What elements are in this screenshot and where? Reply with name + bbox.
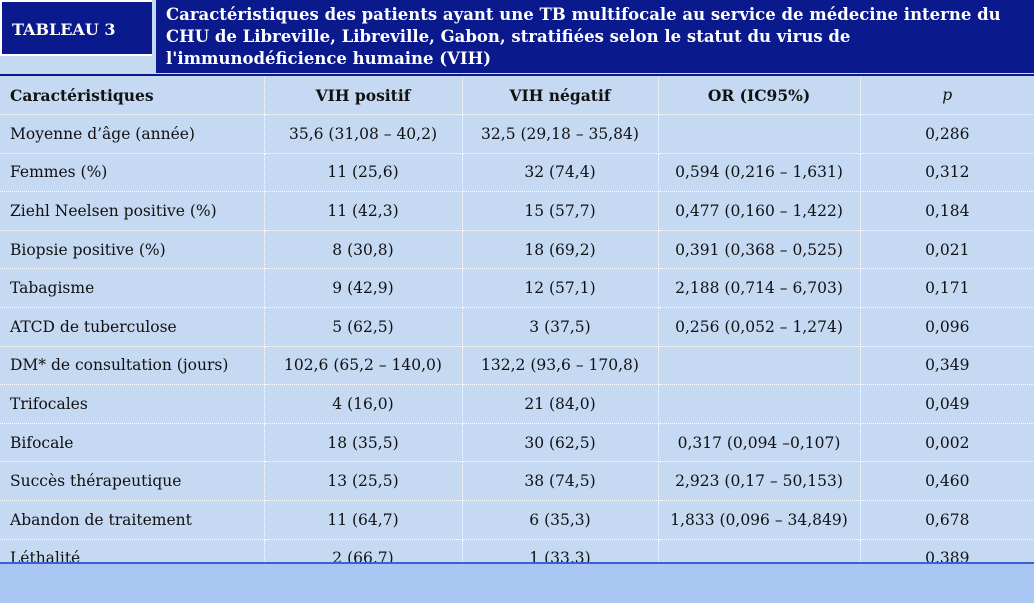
table-cell: 0,171 — [860, 268, 1034, 308]
table-cell: 0,594 (0,216 – 1,631) — [658, 153, 861, 193]
table-footer-bar — [0, 562, 1034, 603]
header-divider — [0, 74, 1034, 76]
table-cell: 13 (25,5) — [264, 461, 463, 501]
table-cell: 0,002 — [860, 423, 1034, 463]
table-cell: 0,286 — [860, 114, 1034, 154]
table-cell: 38 (74,5) — [462, 461, 659, 501]
table-row: Abandon de traitement 11 (64,7) 6 (35,3) 1,… — [0, 500, 1034, 540]
data-table: Caractéristiques VIH positif VIH négatif… — [0, 76, 1034, 579]
table-cell — [658, 346, 861, 386]
column-header: Caractéristiques — [0, 76, 265, 115]
row-label: Moyenne d’âge (année) — [0, 114, 265, 154]
table-cell: 30 (62,5) — [462, 423, 659, 463]
table-cell: 32,5 (29,18 – 35,84) — [462, 114, 659, 154]
table-cell: 18 (69,2) — [462, 230, 659, 270]
table-cell: 11 (42,3) — [264, 191, 463, 231]
table-cell: 0,477 (0,160 – 1,422) — [658, 191, 861, 231]
table-row: Moyenne d’âge (année) 35,6 (31,08 – 40,2)… — [0, 114, 1034, 154]
table-cell: 0,391 (0,368 – 0,525) — [658, 230, 861, 270]
column-header: OR (IC95%) — [658, 76, 861, 115]
table-cell: 18 (35,5) — [264, 423, 463, 463]
row-label: DM* de consultation (jours) — [0, 346, 265, 386]
table-cell: 11 (64,7) — [264, 500, 463, 540]
table-cell — [658, 114, 861, 154]
table-cell: 8 (30,8) — [264, 230, 463, 270]
table-cell: 0,021 — [860, 230, 1034, 270]
table-cell: 0,049 — [860, 384, 1034, 424]
table-cell: 132,2 (93,6 – 170,8) — [462, 346, 659, 386]
table-cell: 12 (57,1) — [462, 268, 659, 308]
column-header: p — [860, 76, 1034, 115]
table-cell: 0,096 — [860, 307, 1034, 347]
table-cell: 3 (37,5) — [462, 307, 659, 347]
table-row: Tabagisme 9 (42,9) 12 (57,1) 2,188 (0,714 –… — [0, 268, 1034, 308]
column-header-row: Caractéristiques VIH positif VIH négatif… — [0, 76, 1034, 115]
table-row: Ziehl Neelsen positive (%) 11 (42,3) 15 (5… — [0, 191, 1034, 231]
table-cell: 5 (62,5) — [264, 307, 463, 347]
table-cell: 2,923 (0,17 – 50,153) — [658, 461, 861, 501]
table-row: Trifocales 4 (16,0) 21 (84,0) 0,049 — [0, 384, 1034, 424]
table-cell: 2,188 (0,714 – 6,703) — [658, 268, 861, 308]
table-cell: 0,184 — [860, 191, 1034, 231]
row-label: Femmes (%) — [0, 153, 265, 193]
table-cell: 0,317 (0,094 –0,107) — [658, 423, 861, 463]
row-label: Trifocales — [0, 384, 265, 424]
table-cell: 0,312 — [860, 153, 1034, 193]
row-label: Abandon de traitement — [0, 500, 265, 540]
table-row: DM* de consultation (jours) 102,6 (65,2 –… — [0, 346, 1034, 386]
table-header: TABLEAU 3 Caractéristiques des patients … — [0, 0, 1034, 76]
table-cell: 4 (16,0) — [264, 384, 463, 424]
table-cell — [658, 384, 861, 424]
table-cell: 102,6 (65,2 – 140,0) — [264, 346, 463, 386]
row-label: Bifocale — [0, 423, 265, 463]
table-row: Femmes (%) 11 (25,6) 32 (74,4) 0,594 (0,216… — [0, 153, 1034, 193]
table-cell: 0,460 — [860, 461, 1034, 501]
table-cell: 32 (74,4) — [462, 153, 659, 193]
table-row: Biopsie positive (%) 8 (30,8) 18 (69,2) 0,3… — [0, 230, 1034, 270]
table-row: Succès thérapeutique 13 (25,5) 38 (74,5) 2,… — [0, 461, 1034, 501]
table-row: Bifocale 18 (35,5) 30 (62,5) 0,317 (0,094 –… — [0, 423, 1034, 463]
row-label: Succès thérapeutique — [0, 461, 265, 501]
column-header: VIH négatif — [462, 76, 659, 115]
table-cell: 15 (57,7) — [462, 191, 659, 231]
table-cell: 21 (84,0) — [462, 384, 659, 424]
table-row: ATCD de tuberculose 5 (62,5) 3 (37,5) 0,256… — [0, 307, 1034, 347]
table-cell: 35,6 (31,08 – 40,2) — [264, 114, 463, 154]
table-cell: 0,349 — [860, 346, 1034, 386]
table-cell: 9 (42,9) — [264, 268, 463, 308]
table-label: TABLEAU 3 — [0, 0, 152, 56]
table-title: Caractéristiques des patients ayant une … — [156, 0, 1034, 73]
row-label: Ziehl Neelsen positive (%) — [0, 191, 265, 231]
table-cell: 0,678 — [860, 500, 1034, 540]
row-label: ATCD de tuberculose — [0, 307, 265, 347]
row-label: Biopsie positive (%) — [0, 230, 265, 270]
table-cell: 6 (35,3) — [462, 500, 659, 540]
column-header: VIH positif — [264, 76, 463, 115]
row-label: Tabagisme — [0, 268, 265, 308]
table-cell: 11 (25,6) — [264, 153, 463, 193]
table-cell: 0,256 (0,052 – 1,274) — [658, 307, 861, 347]
table-cell: 1,833 (0,096 – 34,849) — [658, 500, 861, 540]
